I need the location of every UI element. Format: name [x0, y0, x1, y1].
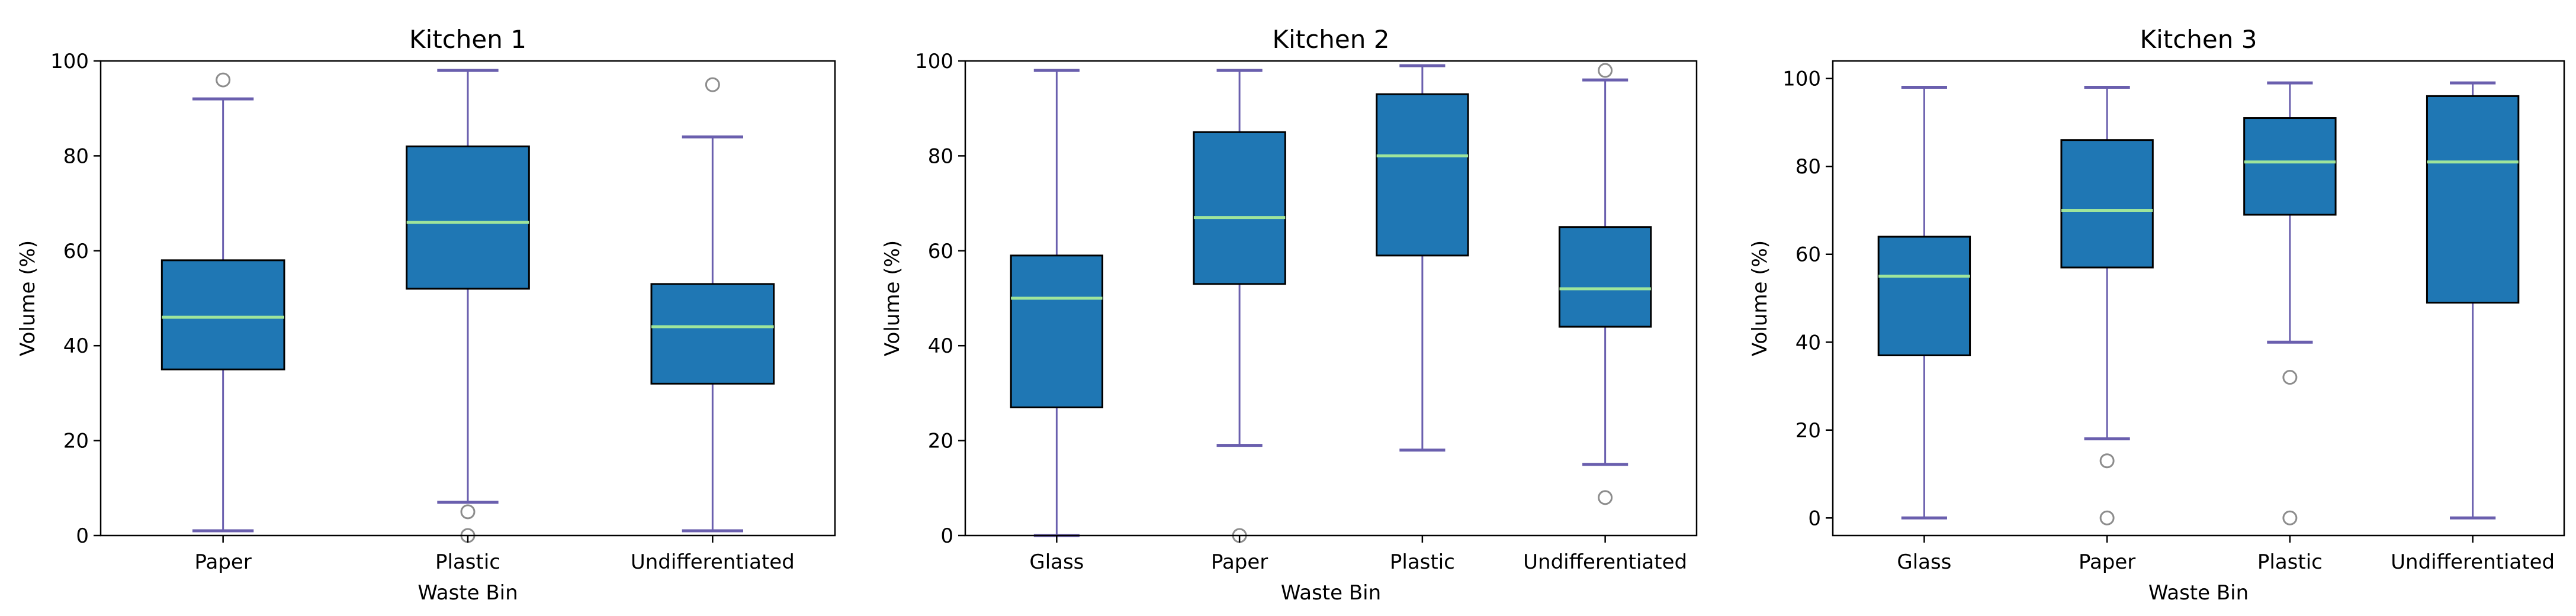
box-plastic: [2243, 81, 2337, 525]
x-axis-label: Waste Bin: [417, 581, 518, 605]
y-tick-label: 100: [50, 50, 89, 73]
box-plastic: [1376, 64, 1469, 452]
x-tick-label: Undifferentiated: [1523, 550, 1687, 574]
axes-frame: [964, 60, 1698, 537]
x-tick-label: Undifferentiated: [631, 550, 795, 574]
y-tick-label: 40: [1796, 331, 1821, 354]
subplot-2: 0 20 40 60 80 100 Glass Paper Plastic Undifferent…: [881, 25, 1698, 605]
box-body: [406, 145, 530, 290]
axes-frame: [99, 60, 836, 537]
box-body: [1376, 93, 1469, 257]
y-axis-label: Volume (%): [881, 240, 904, 356]
y-tick-label: 60: [63, 240, 89, 263]
box-undifferentiated: [2426, 81, 2520, 520]
y-tick-label: 20: [63, 430, 89, 453]
y-tick-label: 0: [940, 524, 953, 548]
y-tick-label: 40: [928, 334, 953, 358]
y-tick-label: 20: [928, 430, 953, 453]
axes-frame: [1832, 60, 2565, 537]
y-tick-label: 60: [1796, 243, 1821, 267]
outlier-point: [216, 72, 231, 88]
chart-title: Kitchen 3: [2140, 25, 2257, 54]
x-axis-label: Waste Bin: [1281, 581, 1381, 605]
box-paper: [160, 72, 285, 533]
x-tick-label: Glass: [1029, 550, 1084, 574]
box-body: [1558, 226, 1652, 328]
box-body: [2060, 139, 2154, 269]
box-undifferentiated: [1558, 63, 1652, 505]
subplot-1: 0 20 40 60 80 100 Paper Plastic Undifferentiated…: [16, 25, 836, 605]
box-glass: [1877, 86, 1971, 520]
x-tick-label: Undifferentiated: [2391, 550, 2555, 574]
outlier-point: [2282, 510, 2298, 525]
box-glass: [1010, 69, 1104, 537]
x-tick-label: Plastic: [1390, 550, 1455, 574]
outlier-point: [705, 77, 720, 92]
box-body: [1877, 236, 1971, 357]
y-tick-label: 100: [1782, 67, 1821, 91]
box-body: [650, 283, 775, 385]
y-tick-label: 40: [63, 334, 89, 358]
y-tick-label: 80: [928, 144, 953, 168]
x-tick-label: Paper: [1211, 550, 1268, 574]
outlier-point: [460, 504, 476, 520]
y-tick-label: 0: [76, 524, 89, 548]
chart-title: Kitchen 1: [409, 25, 526, 54]
y-tick-label: 100: [915, 50, 953, 73]
box-body: [1193, 131, 1286, 285]
box-body: [2243, 117, 2337, 216]
box-undifferentiated: [650, 77, 775, 533]
x-tick-label: Plastic: [2257, 550, 2323, 574]
y-axis-label: Volume (%): [16, 240, 40, 356]
box-plastic: [406, 69, 530, 543]
chart-title: Kitchen 2: [1273, 25, 1390, 54]
box-body: [160, 259, 285, 370]
outlier-point: [2099, 453, 2115, 469]
y-tick-label: 80: [63, 144, 89, 168]
outlier-point: [2282, 370, 2298, 385]
y-axis-label: Volume (%): [1748, 240, 1772, 356]
box-body: [1010, 254, 1104, 408]
outlier-point: [1598, 490, 1613, 505]
y-tick-label: 0: [1808, 507, 1821, 530]
box-body: [2426, 95, 2520, 304]
outlier-point: [1598, 63, 1613, 78]
y-tick-label: 20: [1796, 419, 1821, 443]
x-axis-label: Waste Bin: [2148, 581, 2249, 605]
x-tick-label: Paper: [2079, 550, 2135, 574]
subplot-3: 0 20 40 60 80 100 Glass Paper Plastic Undifferent…: [1748, 25, 2565, 605]
box-paper: [1193, 69, 1286, 543]
x-tick-label: Plastic: [435, 550, 500, 574]
y-tick-label: 60: [928, 240, 953, 263]
y-tick-label: 80: [1796, 155, 1821, 179]
x-tick-label: Glass: [1897, 550, 1951, 574]
box-paper: [2060, 86, 2154, 525]
x-tick-label: Paper: [195, 550, 252, 574]
outlier-point: [2099, 510, 2115, 525]
